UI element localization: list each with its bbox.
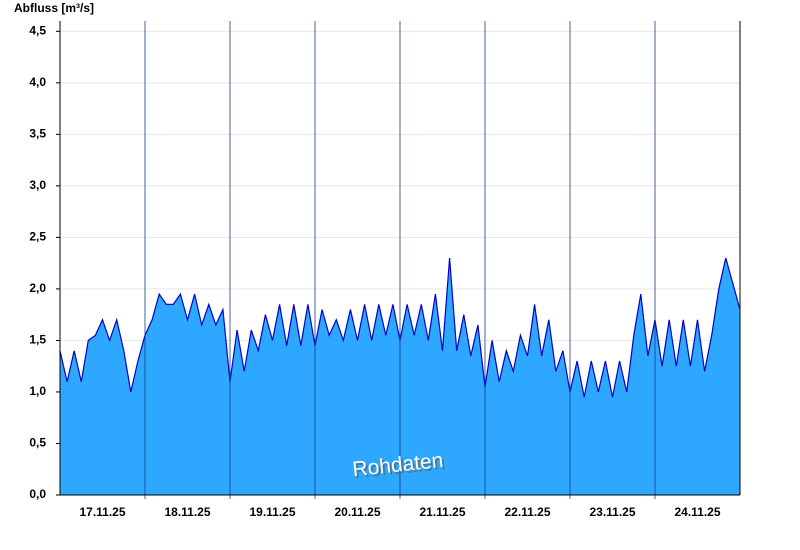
x-tick-label: 19.11.25 (249, 505, 295, 519)
y-tick-label: 3,5 (29, 127, 46, 141)
y-tick-label: 0,0 (29, 487, 46, 501)
y-tick-label: 4,5 (29, 23, 46, 37)
y-tick-label: 1,5 (29, 333, 46, 347)
x-tick-label: 24.11.25 (674, 505, 720, 519)
y-tick-label: 1,0 (29, 384, 46, 398)
x-tick-label: 18.11.25 (164, 505, 210, 519)
x-tick-label: 20.11.25 (334, 505, 380, 519)
x-tick-label: 23.11.25 (589, 505, 635, 519)
y-tick-label: 2,0 (29, 281, 46, 295)
y-tick-label: 0,5 (29, 436, 46, 450)
x-tick-label: 17.11.25 (79, 505, 125, 519)
x-tick-label: 22.11.25 (504, 505, 550, 519)
y-tick-label: 3,0 (29, 178, 46, 192)
y-tick-label: 2,5 (29, 230, 46, 244)
y-tick-label: 4,0 (29, 75, 46, 89)
x-tick-label: 21.11.25 (419, 505, 465, 519)
chart-title: Abfluss [m³/s] (14, 1, 94, 15)
